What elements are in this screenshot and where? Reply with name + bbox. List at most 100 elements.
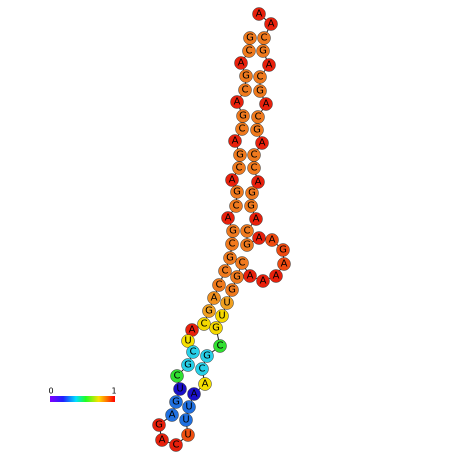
nucleotide-circle bbox=[230, 95, 244, 109]
nucleotide-circle bbox=[264, 17, 278, 31]
nucleotide-circle bbox=[207, 291, 221, 305]
nucleotide-label: A bbox=[268, 19, 275, 30]
nucleotide-circle bbox=[265, 233, 279, 247]
nucleotide-circle bbox=[240, 224, 254, 238]
nucleotide-label: G bbox=[236, 150, 244, 161]
nucleotide-circle bbox=[249, 212, 263, 226]
nucleotide-label: C bbox=[222, 266, 229, 277]
nucleotide-label: G bbox=[279, 245, 287, 256]
nucleotide-label: C bbox=[242, 85, 249, 96]
colorbar bbox=[50, 396, 115, 402]
nucleotide-label: A bbox=[229, 175, 236, 186]
nucleotide-label: G bbox=[203, 351, 211, 362]
nucleotide: C bbox=[186, 345, 200, 359]
nucleotide-circle bbox=[247, 148, 261, 162]
nucleotide-circle bbox=[181, 358, 195, 372]
nucleotide-label: U bbox=[184, 336, 191, 347]
nucleotide: G bbox=[233, 148, 247, 162]
nucleotide: G bbox=[244, 199, 258, 213]
nucleotide-label: U bbox=[176, 384, 183, 395]
nucleotide-label: C bbox=[236, 163, 243, 174]
nucleotide: C bbox=[225, 237, 239, 251]
nucleotide-label: A bbox=[281, 259, 288, 270]
nucleotide: A bbox=[230, 95, 244, 109]
nucleotide-label: G bbox=[253, 125, 261, 136]
nucleotide: A bbox=[234, 56, 248, 70]
nucleotide-circle bbox=[230, 185, 244, 199]
nucleotide: C bbox=[242, 44, 256, 58]
nucleotide-circle bbox=[228, 134, 242, 148]
nucleotide: A bbox=[277, 257, 291, 271]
nucleotide: A bbox=[265, 233, 279, 247]
nucleotide: C bbox=[169, 438, 183, 452]
nucleotide-circle bbox=[269, 269, 283, 283]
nucleotide: G bbox=[181, 358, 195, 372]
nucleotide-label: C bbox=[201, 319, 208, 330]
nucleotide-label: G bbox=[233, 272, 241, 283]
nucleotide-circle bbox=[235, 122, 249, 136]
nucleotide: C bbox=[229, 199, 243, 213]
nucleotide-label: G bbox=[243, 240, 251, 251]
nucleotide: A bbox=[187, 387, 201, 401]
nucleotide: G bbox=[152, 418, 166, 432]
nucleotide-label: G bbox=[256, 86, 264, 97]
nucleotide-label: A bbox=[225, 213, 232, 224]
nucleotide-label: A bbox=[253, 214, 260, 225]
nucleotide: G bbox=[245, 186, 259, 200]
nucleotide-label: G bbox=[246, 33, 254, 44]
nucleotide: A bbox=[165, 408, 179, 422]
nucleotide: C bbox=[218, 264, 232, 278]
nucleotide-label: C bbox=[216, 280, 223, 291]
nucleotide-label: C bbox=[229, 239, 236, 250]
nucleotide-label: A bbox=[256, 9, 263, 20]
nucleotide: C bbox=[170, 369, 184, 383]
nucleotide: A bbox=[262, 58, 276, 72]
nucleotide: A bbox=[251, 175, 265, 189]
nucleotide-label: C bbox=[173, 440, 180, 451]
nucleotide-circle bbox=[225, 173, 239, 187]
nucleotide-circle bbox=[195, 362, 209, 376]
nucleotide-label: C bbox=[246, 46, 253, 57]
nucleotide-circle bbox=[232, 161, 246, 175]
nucleotide-label: G bbox=[239, 111, 247, 122]
nucleotide: C bbox=[240, 224, 254, 238]
nucleotide-circle bbox=[252, 7, 266, 21]
nucleotide-circle bbox=[218, 264, 232, 278]
nucleotide: G bbox=[236, 109, 250, 123]
nucleotide: C bbox=[232, 161, 246, 175]
nucleotide-circle bbox=[242, 44, 256, 58]
nucleotide-circle bbox=[197, 317, 211, 331]
nucleotide-label: A bbox=[247, 271, 254, 282]
nucleotide-label: A bbox=[255, 177, 262, 188]
colorbar-min: 0 bbox=[48, 387, 53, 396]
nucleotide-label: C bbox=[251, 150, 258, 161]
nucleotide: A bbox=[228, 134, 242, 148]
nucleotide-circle bbox=[170, 369, 184, 383]
nucleotide-circle bbox=[221, 211, 235, 225]
nucleotide-circle bbox=[253, 84, 267, 98]
nucleotide-label: C bbox=[233, 201, 240, 212]
nucleotide-label: A bbox=[259, 138, 266, 149]
nucleotide-label: U bbox=[223, 298, 230, 309]
nucleotide: G bbox=[223, 251, 237, 265]
nucleotide-circle bbox=[257, 31, 271, 45]
nucleotide-circle bbox=[215, 309, 229, 323]
nucleotide-circle bbox=[220, 296, 234, 310]
nucleotide: A bbox=[221, 211, 235, 225]
nucleotide: G bbox=[209, 321, 223, 335]
nucleotide: C bbox=[238, 83, 252, 97]
nucleotide-label: C bbox=[199, 364, 206, 375]
nucleotide-label: A bbox=[263, 99, 270, 110]
nucleotide: A bbox=[225, 173, 239, 187]
colorbar-max: 1 bbox=[111, 387, 116, 396]
nucleotide-circle bbox=[239, 69, 253, 83]
nucleotide: G bbox=[226, 224, 240, 238]
nucleotide: A bbox=[249, 212, 263, 226]
nucleotide: C bbox=[235, 256, 249, 270]
nucleotide-circle bbox=[223, 251, 237, 265]
nucleotide: G bbox=[230, 270, 244, 284]
nucleotide-label: G bbox=[172, 397, 180, 408]
nucleotide-circle bbox=[152, 418, 166, 432]
nucleotide-label: G bbox=[205, 306, 213, 317]
nucleotide-circle bbox=[225, 283, 239, 297]
